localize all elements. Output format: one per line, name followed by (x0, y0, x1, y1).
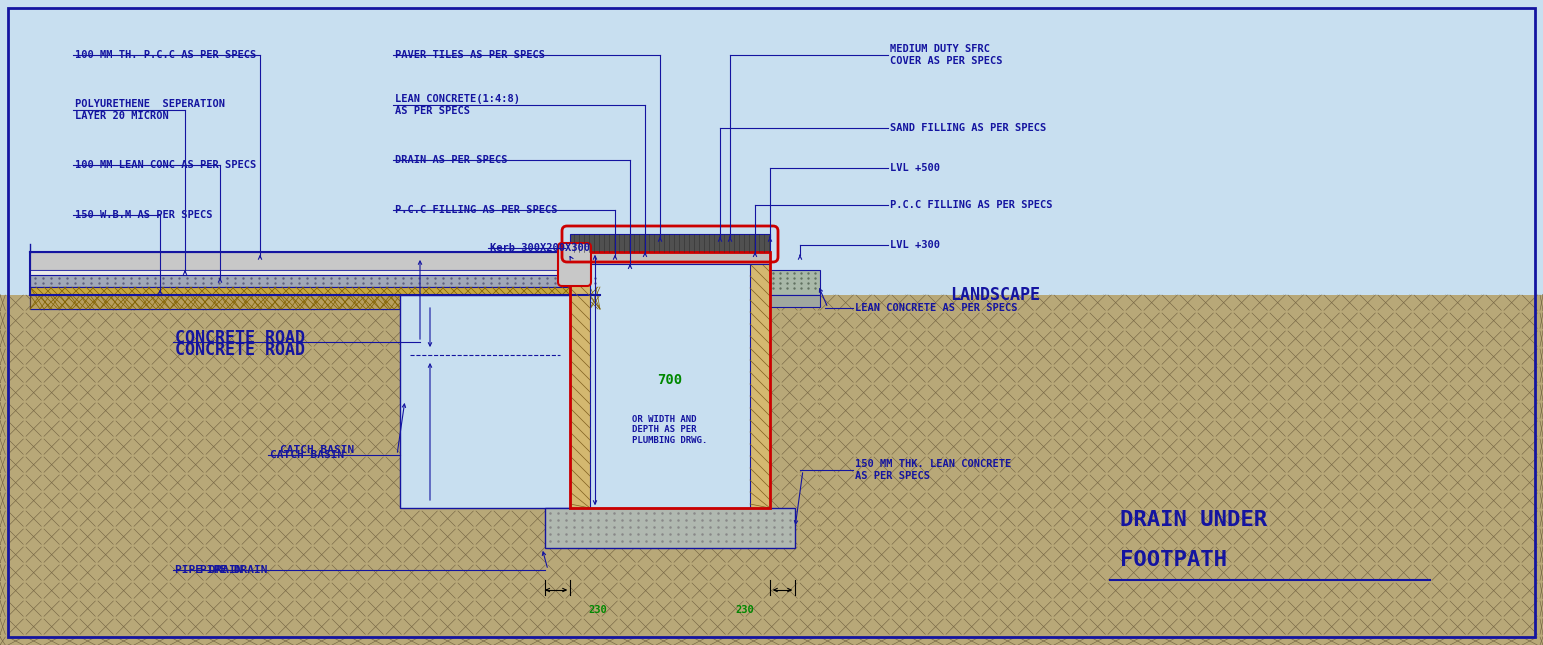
Bar (0, 295, 1543, 645)
Text: MEDIUM DUTY SFRC
COVER AS PER SPECS: MEDIUM DUTY SFRC COVER AS PER SPECS (890, 45, 1003, 66)
Text: P.C.C FILLING AS PER SPECS: P.C.C FILLING AS PER SPECS (890, 200, 1052, 210)
Bar (569, 252, 770, 264)
Bar (29, 252, 600, 270)
Text: PIPE DRAIN: PIPE DRAIN (174, 565, 242, 575)
Bar (770, 295, 819, 307)
Text: CATCH BASIN: CATCH BASIN (279, 445, 355, 455)
Text: 150 MM THK. LEAN CONCRETE
AS PER SPECS: 150 MM THK. LEAN CONCRETE AS PER SPECS (855, 459, 1011, 481)
Text: LVL +500: LVL +500 (890, 163, 940, 173)
Bar (29, 270, 600, 275)
Text: PIPE DRAIN: PIPE DRAIN (201, 565, 267, 575)
Text: DRAIN UNDER: DRAIN UNDER (1120, 510, 1267, 530)
Text: 100 MM LEAN CONC AS PER SPECS: 100 MM LEAN CONC AS PER SPECS (76, 160, 256, 170)
Text: 230: 230 (588, 605, 608, 615)
Bar (589, 252, 750, 508)
Polygon shape (0, 295, 600, 645)
Bar (770, 270, 819, 295)
Text: DRAIN AS PER SPECS: DRAIN AS PER SPECS (395, 155, 508, 165)
Bar (29, 295, 600, 309)
Bar (29, 287, 600, 309)
Bar (400, 295, 569, 508)
Text: 700: 700 (657, 373, 682, 387)
Text: POLYURETHENE  SEPERATION
LAYER 20 MICRON: POLYURETHENE SEPERATION LAYER 20 MICRON (76, 99, 225, 121)
Text: LVL +300: LVL +300 (890, 240, 940, 250)
Text: CONCRETE ROAD: CONCRETE ROAD (174, 329, 306, 347)
Text: LEAN CONCRETE(1:4:8)
AS PER SPECS: LEAN CONCRETE(1:4:8) AS PER SPECS (395, 94, 520, 116)
Bar (819, 295, 1543, 645)
Text: LANDSCAPE: LANDSCAPE (950, 286, 1040, 304)
Bar (29, 252, 600, 295)
Text: Kerb 300X200X300: Kerb 300X200X300 (491, 243, 589, 253)
FancyBboxPatch shape (559, 243, 591, 286)
Text: 230: 230 (736, 605, 755, 615)
Text: 150 W.B.M AS PER SPECS: 150 W.B.M AS PER SPECS (76, 210, 213, 220)
Bar (29, 275, 600, 287)
Text: PAVER TILES AS PER SPECS: PAVER TILES AS PER SPECS (395, 50, 545, 60)
Text: CATCH BASIN: CATCH BASIN (270, 450, 344, 460)
Bar (569, 234, 770, 252)
Bar (0, 0, 1543, 252)
Bar (750, 252, 770, 508)
Bar (545, 508, 795, 548)
Text: 100 MM TH. P.C.C AS PER SPECS: 100 MM TH. P.C.C AS PER SPECS (76, 50, 256, 60)
Text: CONCRETE ROAD: CONCRETE ROAD (174, 341, 306, 359)
Text: SAND FILLING AS PER SPECS: SAND FILLING AS PER SPECS (890, 123, 1046, 133)
Text: P.C.C FILLING AS PER SPECS: P.C.C FILLING AS PER SPECS (395, 205, 557, 215)
Text: OR WIDTH AND
DEPTH AS PER
PLUMBING DRWG.: OR WIDTH AND DEPTH AS PER PLUMBING DRWG. (633, 415, 708, 445)
Text: LEAN CONCRETE AS PER SPECS: LEAN CONCRETE AS PER SPECS (855, 303, 1017, 313)
Text: FOOTPATH: FOOTPATH (1120, 550, 1227, 570)
Bar (569, 252, 770, 508)
Bar (569, 252, 589, 508)
